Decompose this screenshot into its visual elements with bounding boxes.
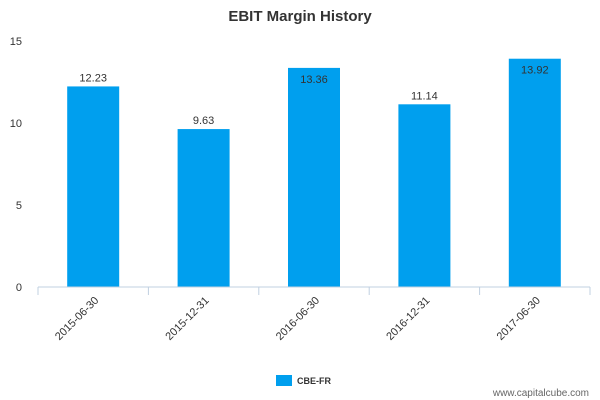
data-label: 11.14 <box>411 90 438 102</box>
data-label: 13.92 <box>521 65 549 77</box>
bar[interactable] <box>288 67 340 288</box>
data-label: 12.23 <box>79 72 107 84</box>
data-label: 13.36 <box>300 74 328 86</box>
x-tick-label: 2015-12-31 <box>163 295 211 343</box>
legend-swatch <box>276 375 292 386</box>
x-axis: 2015-06-30 2015-12-31 2016-06-30 2016-12-31… <box>37 286 591 343</box>
x-tick-label: 2017-06-30 <box>495 295 543 343</box>
data-labels: 12.23 9.63 13.36 11.14 13.92 <box>79 65 548 127</box>
legend[interactable]: CBE-FR <box>276 375 331 386</box>
y-tick-label: 5 <box>16 200 22 212</box>
bar[interactable] <box>398 104 451 287</box>
y-axis: 0 5 10 15 <box>10 36 22 294</box>
x-tick-label: 2016-06-30 <box>274 295 322 343</box>
x-tick-label: 2016-12-31 <box>384 295 432 343</box>
y-tick-label: 15 <box>10 36 22 48</box>
y-tick-label: 10 <box>10 118 22 130</box>
watermark-text: www.capitalcube.com <box>492 388 589 399</box>
chart-title: EBIT Margin History <box>228 8 372 25</box>
x-tick-label: 2015-06-30 <box>53 295 101 343</box>
y-tick-label: 0 <box>16 282 22 294</box>
bar-series <box>67 58 561 288</box>
bar[interactable] <box>177 129 230 287</box>
bar[interactable] <box>67 86 120 287</box>
legend-label: CBE-FR <box>297 376 331 386</box>
data-label: 9.63 <box>193 115 214 127</box>
bar[interactable] <box>508 58 561 287</box>
